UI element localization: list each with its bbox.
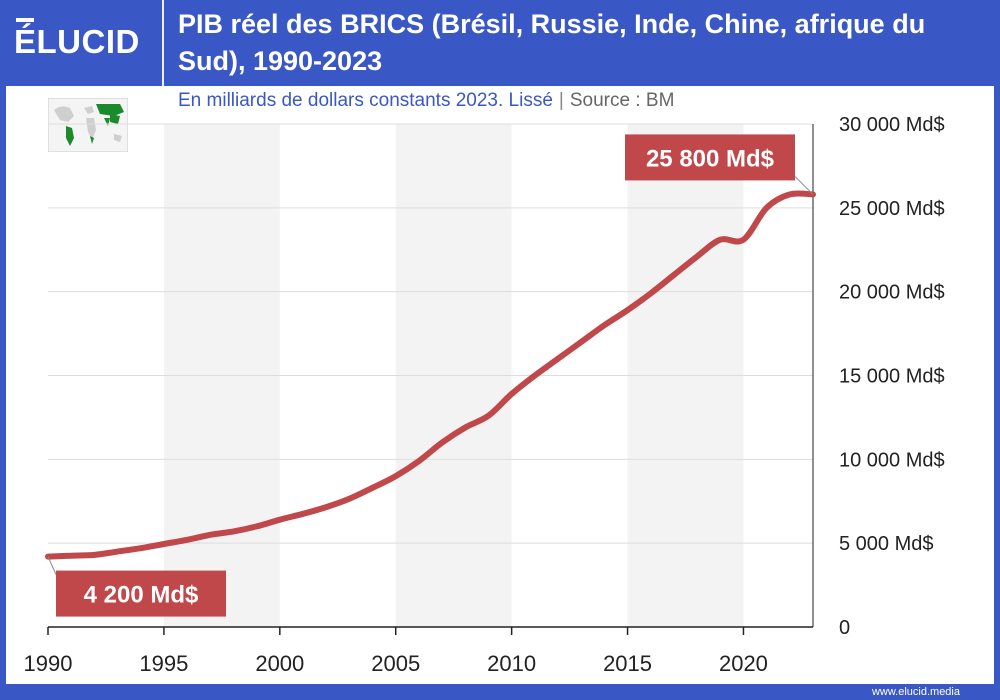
annotation-box [625, 134, 795, 181]
x-tick-label: 1995 [139, 651, 188, 676]
annotation-leader [794, 176, 814, 195]
x-tick-label: 2015 [603, 651, 652, 676]
footer-url: www.elucid.media [871, 686, 960, 698]
subtitle-text: En milliards de dollars constants 2023. … [178, 90, 553, 111]
x-tick-label: 1990 [24, 651, 73, 676]
logo-accent [16, 18, 34, 22]
y-tick-label: 0 [839, 617, 850, 639]
annotation-box [56, 570, 226, 617]
y-tick-label: 30 000 Md$ [839, 114, 945, 136]
subtitle-separator: | [558, 90, 564, 111]
y-tick-label: 20 000 Md$ [839, 282, 945, 304]
x-tick-label: 2000 [255, 651, 304, 676]
y-tick-label: 15 000 Md$ [839, 366, 945, 388]
y-tick-label: 5 000 Md$ [839, 533, 934, 555]
source-text: Source : BM [569, 90, 675, 111]
x-tick-label: 2005 [371, 651, 420, 676]
annotation-label: 25 800 Md$ [646, 145, 775, 172]
header-divider [162, 0, 164, 86]
x-tick-label: 2010 [487, 651, 536, 676]
series-line-brics-gdp [45, 190, 816, 560]
y-tick-label: 10 000 Md$ [839, 449, 945, 471]
chart-subtitle: En milliards de dollars constants 2023. … [178, 90, 674, 112]
header: ÉLUCID PIB réel des BRICS (Brésil, Russi… [0, 0, 1000, 86]
x-tick-label: 2020 [719, 651, 768, 676]
annotation-label: 4 200 Md$ [84, 582, 199, 609]
chart-title: PIB réel des BRICS (Brésil, Russie, Inde… [178, 9, 926, 76]
y-tick-label: 25 000 Md$ [839, 198, 945, 220]
annotation-leader [47, 556, 57, 575]
logo: ÉLUCID [14, 23, 140, 60]
